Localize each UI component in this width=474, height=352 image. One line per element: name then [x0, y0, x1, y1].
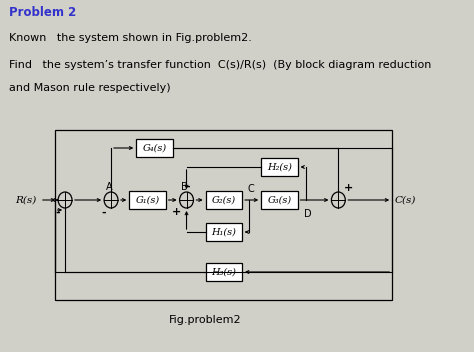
Text: C(s): C(s)	[395, 195, 416, 205]
Bar	[55, 130, 392, 300]
Text: Problem 2: Problem 2	[9, 6, 76, 19]
Text: A: A	[106, 182, 113, 192]
Bar	[206, 223, 242, 241]
Bar	[136, 139, 173, 157]
Text: H₃(s): H₃(s)	[211, 268, 236, 277]
Text: B: B	[182, 182, 188, 192]
Text: H₂(s): H₂(s)	[267, 163, 292, 171]
Bar	[261, 191, 298, 209]
Text: +: +	[172, 207, 181, 217]
Text: Find   the system’s transfer function  C(s)/R(s)  (By block diagram reduction: Find the system’s transfer function C(s)…	[9, 60, 431, 70]
Text: D: D	[304, 209, 312, 219]
Text: Fig.problem2: Fig.problem2	[169, 315, 242, 325]
Bar	[206, 191, 242, 209]
Text: -: -	[55, 208, 60, 218]
Text: +: +	[344, 183, 354, 193]
Text: H₁(s): H₁(s)	[211, 227, 236, 237]
Text: C: C	[247, 184, 254, 194]
Bar	[206, 263, 242, 281]
Text: -: -	[101, 208, 106, 218]
Text: Known   the system shown in Fig.problem2.: Known the system shown in Fig.problem2.	[9, 33, 252, 43]
Text: G₁(s): G₁(s)	[136, 195, 160, 205]
Bar	[129, 191, 166, 209]
Text: G₂(s): G₂(s)	[212, 195, 236, 205]
Bar	[261, 158, 298, 176]
Text: and Mason rule respectively): and Mason rule respectively)	[9, 83, 170, 93]
Text: G₃(s): G₃(s)	[267, 195, 292, 205]
Text: -: -	[185, 182, 190, 192]
Text: G₄(s): G₄(s)	[142, 144, 166, 152]
Text: R(s): R(s)	[16, 195, 37, 205]
